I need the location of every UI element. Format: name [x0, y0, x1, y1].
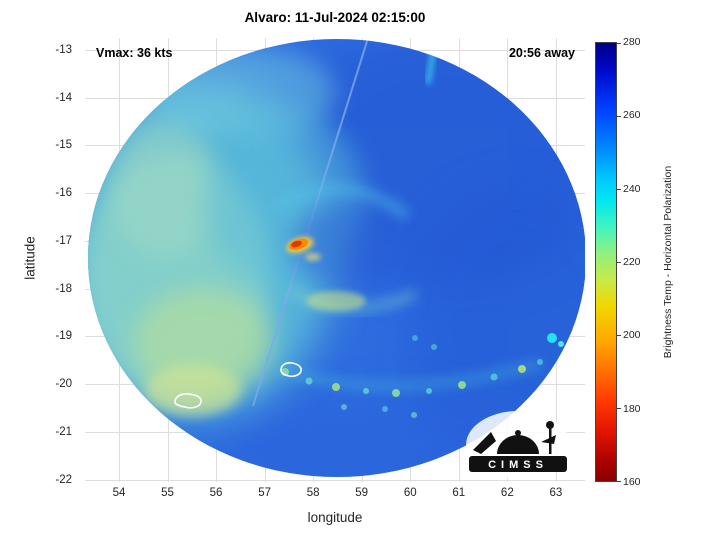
colorbar-tick-mark: [617, 188, 621, 190]
colorbar-tick-label: 220: [623, 256, 641, 268]
y-tick-label: -22: [55, 473, 72, 486]
x-tick-label: 55: [161, 487, 174, 499]
cimss-logo-text: CIMSS: [488, 459, 548, 471]
colorbar-tick-labels: 160 180 200 220 240 260 280: [623, 36, 657, 488]
bright-cyan-edge-cell: [547, 333, 557, 343]
y-tick-label: -14: [55, 91, 72, 104]
y-tick-label: -17: [55, 234, 72, 247]
y-tick-label: -15: [55, 139, 72, 152]
y-tick-label: -18: [55, 282, 72, 295]
colorbar-tick-label: 160: [623, 476, 641, 488]
convective-hotspot: [286, 237, 314, 253]
x-tick-label: 57: [258, 487, 272, 499]
x-tick-label: 56: [209, 487, 223, 499]
x-axis-tick-labels: 54 55 56 57 58 59 60 61 62 63: [85, 487, 585, 503]
cimss-logo: CIMSS: [465, 410, 571, 480]
microwave-imagery: [88, 39, 585, 477]
x-tick-label: 58: [306, 487, 320, 499]
time-away-annotation: 20:56 away: [508, 46, 575, 60]
x-tick-label: 60: [403, 487, 417, 499]
colorbar-tick-label: 260: [623, 109, 641, 122]
colorbar-tick-mark: [617, 43, 621, 44]
x-tick-label: 63: [549, 487, 563, 499]
colorbar-tick-label: 280: [623, 36, 641, 48]
x-axis-label: longitude: [307, 510, 363, 525]
plot-area: CIMSS: [85, 38, 585, 482]
gridline-horizontal: [85, 479, 585, 481]
colorbar-tick-mark: [617, 116, 621, 117]
colorbar-tick-label: 200: [623, 329, 641, 342]
y-tick-label: -16: [55, 187, 72, 200]
x-tick-label: 61: [452, 487, 466, 499]
colorbar-tick-mark: [617, 481, 621, 482]
y-tick-label: -19: [55, 330, 72, 343]
vmax-annotation: Vmax: 36 kts: [96, 46, 173, 60]
rainband-arc: [275, 360, 542, 390]
y-axis-tick-labels: -13 -14 -15 -16 -17 -18 -19 -20 -21 -22: [0, 38, 76, 486]
x-tick-label: 59: [355, 487, 369, 499]
colorbar: [595, 42, 621, 482]
colorbar-tick-mark: [617, 262, 621, 263]
white-contours: [174, 362, 302, 409]
colorbar-tick-label: 180: [623, 402, 641, 415]
y-tick-label: -21: [55, 425, 72, 438]
y-tick-label: -13: [55, 43, 72, 56]
x-tick-label: 54: [112, 487, 126, 499]
page-title: Alvaro: 11-Jul-2024 02:15:00: [244, 10, 426, 25]
colorbar-tick-mark: [617, 407, 621, 409]
y-tick-label: -20: [55, 378, 72, 391]
colorbar-tick-mark: [617, 335, 621, 336]
colorbar-label: Brightness Temp - Horizontal Polarizatio…: [662, 165, 674, 359]
colorbar-tick-label: 240: [623, 182, 641, 195]
x-tick-label: 62: [500, 487, 514, 499]
